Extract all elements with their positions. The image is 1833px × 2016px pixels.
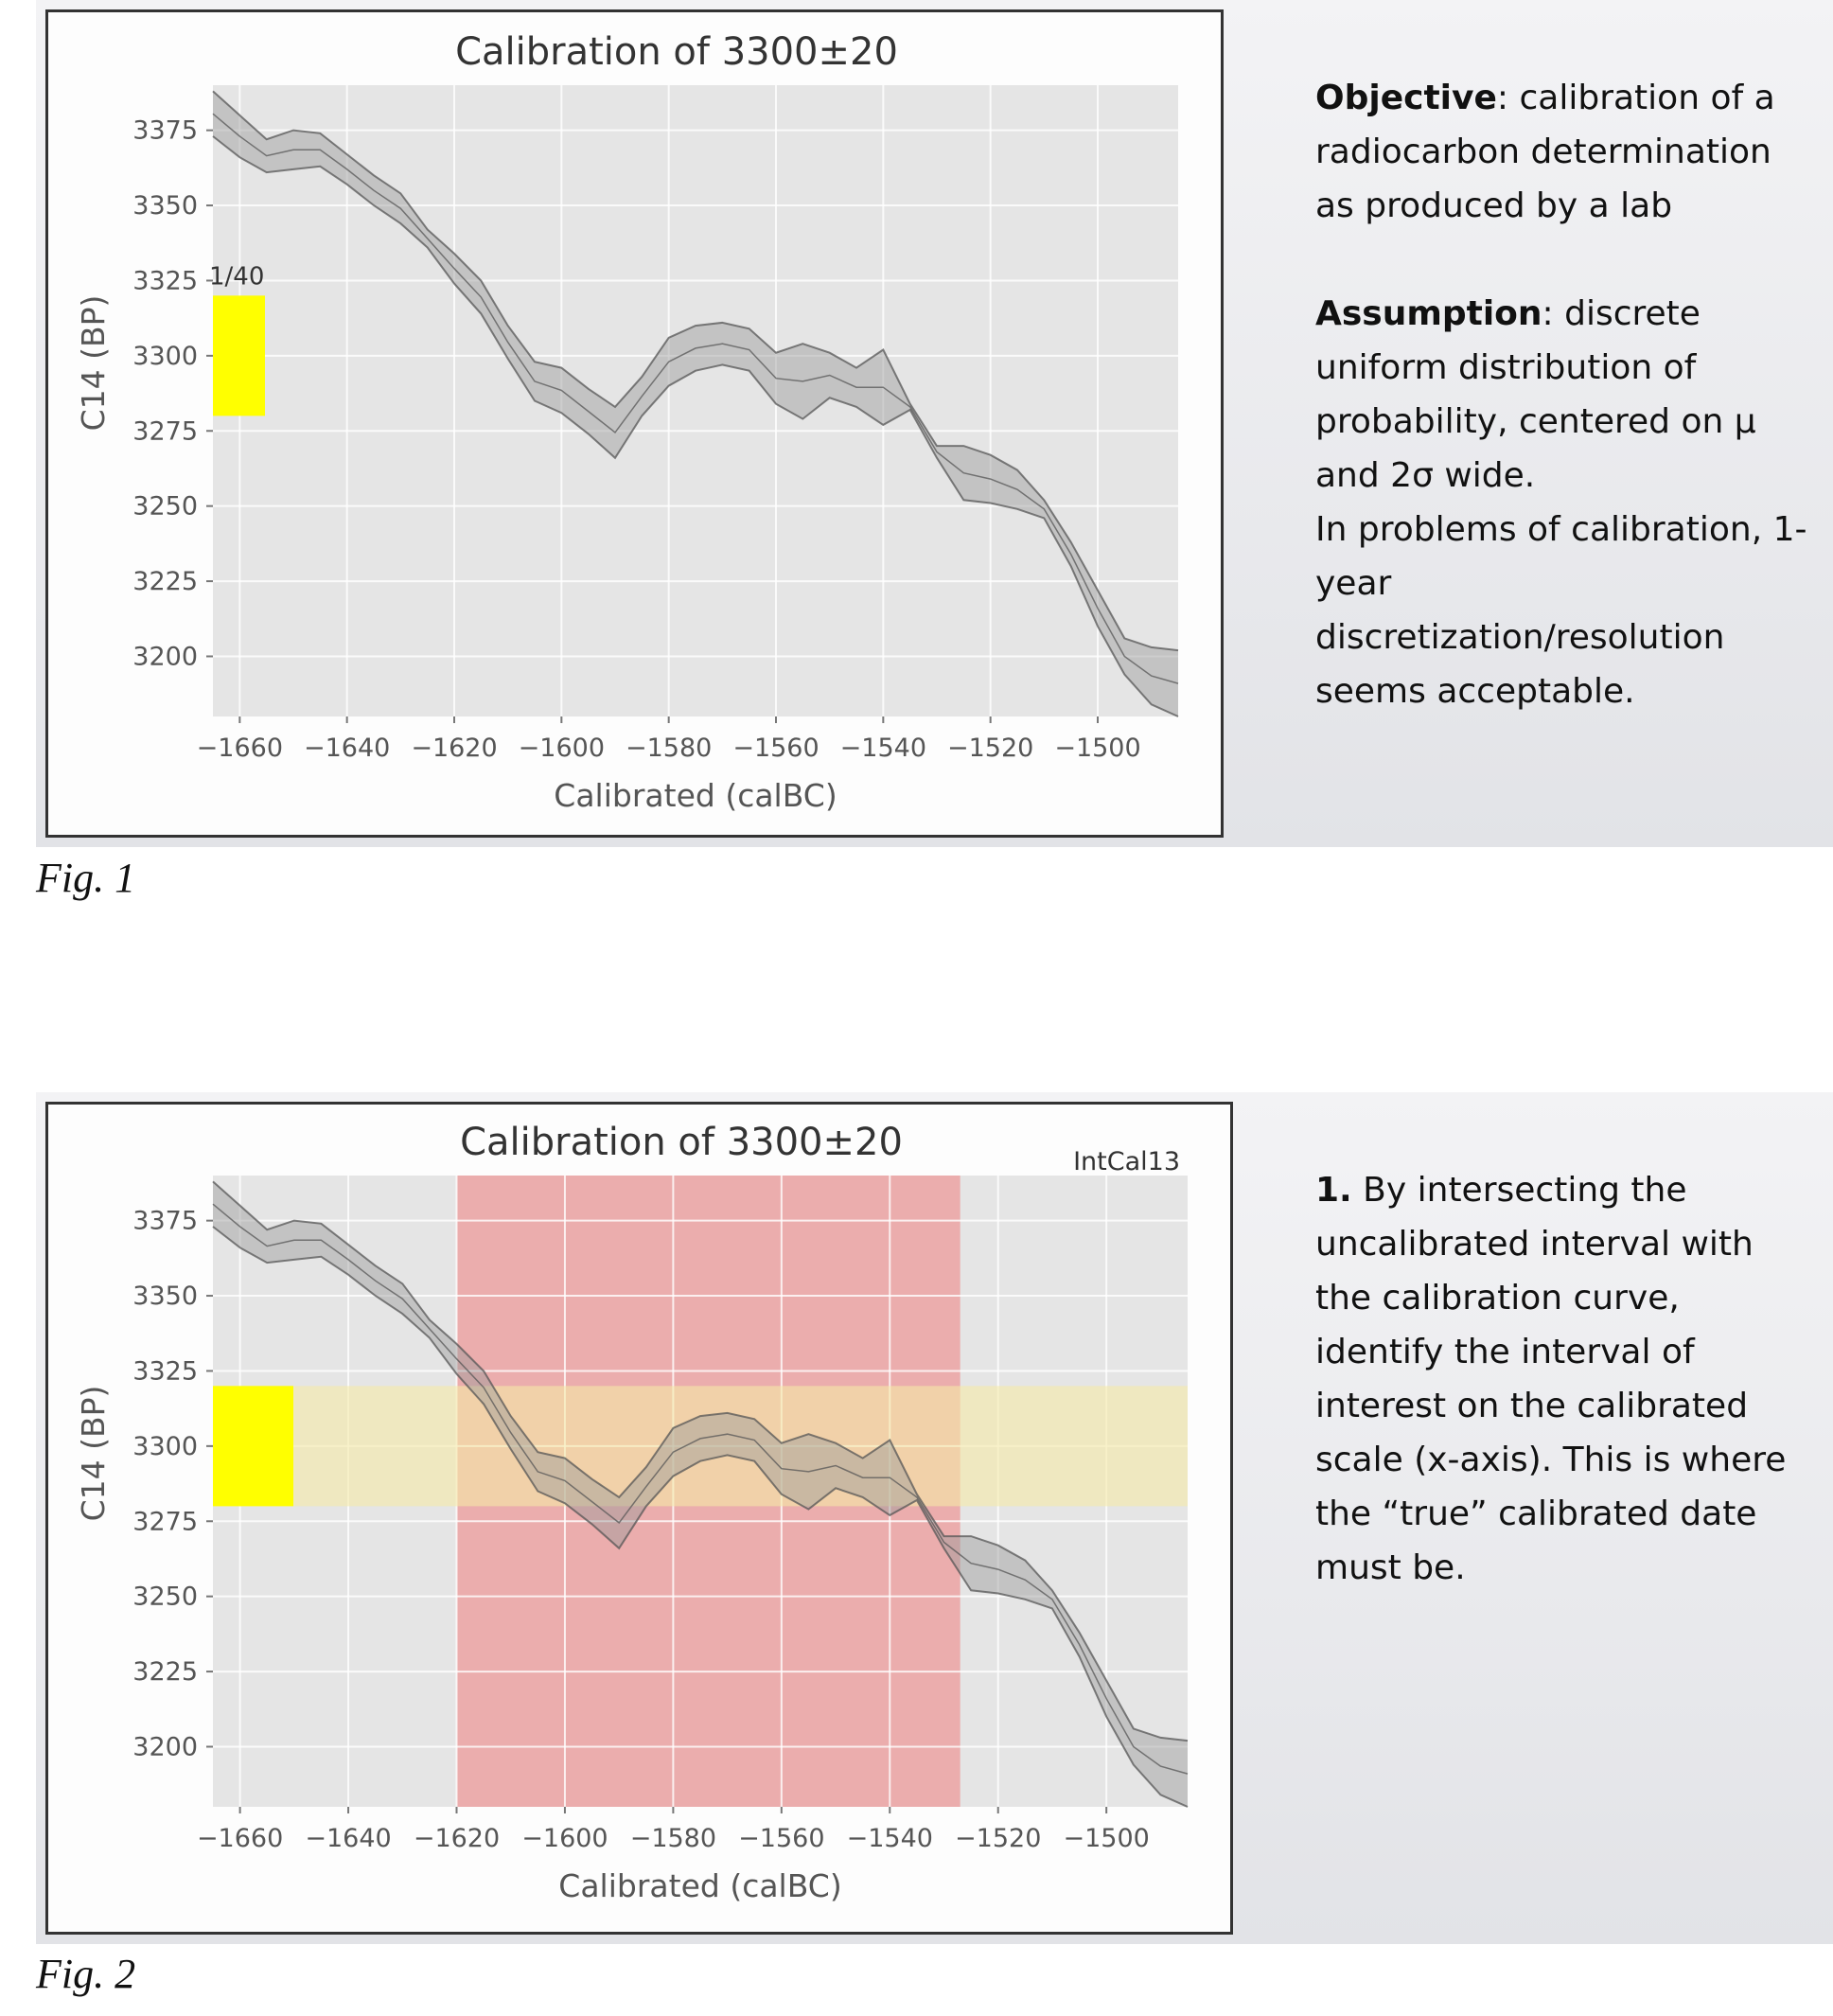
y-tick-label: 3350 xyxy=(132,191,198,221)
chart-title: Calibration of 3300±20 xyxy=(460,1121,903,1164)
y-tick-label: 3300 xyxy=(132,1432,198,1461)
x-axis-label: Calibrated (calBC) xyxy=(554,777,837,814)
resolution-text: In problems of calibration, 1-year discr… xyxy=(1315,510,1807,711)
x-tick-label: −1540 xyxy=(847,1824,933,1853)
y-tick-label: 3200 xyxy=(132,642,198,671)
x-tick-label: −1580 xyxy=(630,1824,716,1853)
figure-caption: Fig. 1 xyxy=(36,855,136,901)
assumption-label: Assumption xyxy=(1315,294,1542,333)
slide-figure-1: 1/40 −1660 −1640 −1620 −1600 −1580 −1560 −1540−… xyxy=(36,0,1833,847)
y-tick-label: 3375 xyxy=(132,116,198,146)
y-tick-label: 3250 xyxy=(132,1583,198,1612)
uncalibrated-interval-box xyxy=(213,295,265,416)
curve-band xyxy=(213,1181,1188,1807)
y-tick-label: 3250 xyxy=(132,492,198,522)
description-text: 1. By intersecting the uncalibrated inte… xyxy=(1315,1163,1807,1595)
curve-mean-line xyxy=(212,1203,1189,1775)
y-tick-label: 3350 xyxy=(132,1282,198,1311)
curve-upper-line xyxy=(212,90,1179,652)
curve-band xyxy=(213,91,1178,716)
x-tick-label: −1540 xyxy=(840,734,926,763)
y-tick-label: 3300 xyxy=(132,342,198,371)
y-axis-label: C14 (BP) xyxy=(75,1386,112,1522)
curve-mean-line xyxy=(212,113,1179,684)
x-tick-label: −1620 xyxy=(414,1824,500,1853)
y-tick-label: 3225 xyxy=(132,1657,198,1687)
figure-caption: Fig. 2 xyxy=(36,1951,136,1997)
calibration-chart: −1660 −1640 −1620 −1600 −1580 −1560 −1540 −1520… xyxy=(75,1121,1189,1904)
y-axis-label: C14 (BP) xyxy=(75,295,112,432)
y-tick-label: 3325 xyxy=(132,266,198,295)
curve-lower-line xyxy=(212,135,1179,717)
x-tick-label: −1560 xyxy=(732,734,819,763)
x-tick-label: −1560 xyxy=(738,1824,824,1853)
calibration-chart: 1/40−1660 −1640 −1620 −1600 −1580 −1560 −1540−… xyxy=(75,30,1179,814)
uncalibrated-interval-box xyxy=(213,1386,293,1507)
x-tick-label: −1520 xyxy=(947,734,1033,763)
objective-label: Objective xyxy=(1315,79,1497,117)
slide-figure-2: −1660 −1640 −1620 −1600 −1580 −1560 −1540 −1520… xyxy=(36,1092,1833,1944)
step-text: By intersecting the uncalibrated interva… xyxy=(1315,1171,1787,1587)
objective-text: : calibration of a radiocarbon determina… xyxy=(1315,79,1775,225)
interval-label: 1/40 xyxy=(209,262,264,291)
chart-frame: −1660 −1640 −1620 −1600 −1580 −1560 −1540 −1520… xyxy=(45,1102,1233,1935)
x-axis-label: Calibrated (calBC) xyxy=(558,1867,841,1904)
x-tick-label: −1580 xyxy=(626,734,712,763)
y-tick-label: 3325 xyxy=(132,1356,198,1386)
curve-upper-line xyxy=(212,1180,1189,1742)
y-tick-label: 3275 xyxy=(132,416,198,446)
uncalibrated-interval-band xyxy=(213,1386,1188,1507)
y-tick-label: 3225 xyxy=(132,567,198,596)
x-tick-label: −1660 xyxy=(197,734,283,763)
x-tick-label: −1600 xyxy=(521,1824,608,1853)
chart-title: Calibration of 3300±20 xyxy=(455,30,898,74)
x-tick-label: −1640 xyxy=(304,734,390,763)
x-tick-label: −1660 xyxy=(197,1824,283,1853)
step-number: 1. xyxy=(1315,1171,1352,1210)
y-tick-label: 3275 xyxy=(132,1507,198,1536)
y-tick-label: 3200 xyxy=(132,1732,198,1761)
chart-frame: 1/40 −1660 −1640 −1620 −1600 −1580 −1560 −1540−… xyxy=(45,9,1224,838)
x-tick-label: −1520 xyxy=(955,1824,1041,1853)
x-tick-label: −1640 xyxy=(305,1824,391,1853)
curve-name-annotation: IntCal13 xyxy=(1073,1147,1180,1176)
x-tick-label: −1500 xyxy=(1063,1824,1149,1853)
curve-lower-line xyxy=(212,1226,1189,1808)
x-tick-label: −1600 xyxy=(519,734,605,763)
y-tick-label: 3375 xyxy=(132,1207,198,1236)
x-tick-label: −1500 xyxy=(1054,734,1140,763)
description-text: Objective: calibration of a radiocarbon … xyxy=(1315,71,1807,718)
assumption-text: : discrete uniform distribution of proba… xyxy=(1315,294,1756,495)
x-tick-label: −1620 xyxy=(411,734,497,763)
